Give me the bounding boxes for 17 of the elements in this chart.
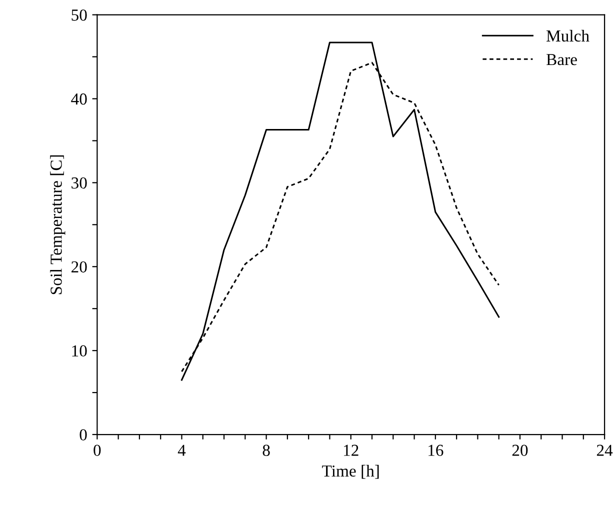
x-tick-label: 20 <box>512 444 528 456</box>
y-tick-label: 10 <box>72 345 87 357</box>
legend-label: Bare <box>546 54 577 66</box>
y-axis-title: Soil Temperature [C] <box>50 155 66 294</box>
y-tick-label: 30 <box>72 177 87 189</box>
x-tick-label: 24 <box>596 444 613 456</box>
x-tick-label: 16 <box>428 444 444 456</box>
x-tick-label: 12 <box>344 444 358 456</box>
x-axis-title: Time [h] <box>322 464 379 479</box>
y-tick-label: 0 <box>80 429 87 440</box>
y-tick-label: 20 <box>72 261 87 273</box>
x-tick-label: 8 <box>262 444 270 456</box>
legend-label: Mulch <box>546 30 590 42</box>
y-tick-label: 40 <box>71 93 87 105</box>
x-tick-label: 0 <box>94 444 101 456</box>
x-tick-label: 4 <box>178 444 186 456</box>
y-tick-label: 50 <box>72 9 87 21</box>
